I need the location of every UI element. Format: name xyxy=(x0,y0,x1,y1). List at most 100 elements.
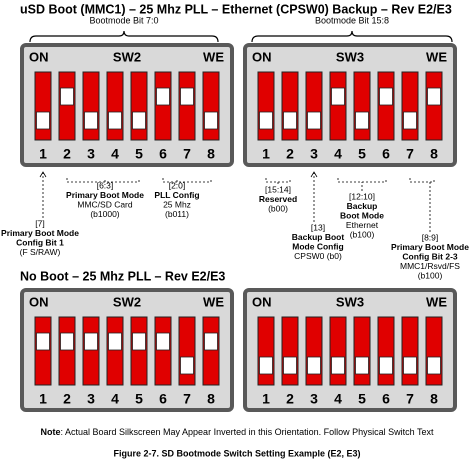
brace xyxy=(29,30,219,43)
we-label: WE xyxy=(203,49,224,64)
switch-slot xyxy=(305,71,323,141)
switch-knob xyxy=(108,332,122,351)
switch-number: 6 xyxy=(159,146,167,162)
switch-number: 4 xyxy=(334,146,342,162)
annotation-bracket xyxy=(66,178,140,183)
we-label: WE xyxy=(203,294,224,309)
switch-knob xyxy=(379,87,393,106)
switch-slot xyxy=(178,316,196,386)
note: Note: Actual Board Silkscreen May Appear… xyxy=(40,427,434,437)
switch-knob xyxy=(36,111,50,130)
switch-slot xyxy=(34,316,52,386)
switch-knob xyxy=(307,111,321,130)
we-label: WE xyxy=(426,49,447,64)
switch-slot xyxy=(34,71,52,141)
on-label: ON xyxy=(29,294,49,309)
switch-knob xyxy=(355,111,369,130)
switch-slot xyxy=(130,71,148,141)
switch-number: 7 xyxy=(183,391,191,407)
switch-number: 1 xyxy=(39,146,47,162)
switch-slot xyxy=(58,316,76,386)
brace-label: Bootmode Bit 15:8 xyxy=(315,15,389,25)
switch-number: 6 xyxy=(159,391,167,407)
annotation-line: Backup xyxy=(347,201,378,211)
switch-slot xyxy=(154,71,172,141)
switch-number: 7 xyxy=(406,146,414,162)
note-text: : Actual Board Silkscreen May Appear Inv… xyxy=(60,427,434,437)
switch-knob xyxy=(403,111,417,130)
switch-knob xyxy=(180,356,194,375)
annotation-line: Mode Config xyxy=(292,241,343,251)
switch-knob xyxy=(132,111,146,130)
switch-number: 6 xyxy=(382,146,390,162)
switch-number: 8 xyxy=(207,391,215,407)
switch-number: 3 xyxy=(87,146,95,162)
switch-name: SW3 xyxy=(336,294,364,309)
switch-slot xyxy=(425,316,443,386)
switch-number: 2 xyxy=(63,146,71,162)
switch-knob xyxy=(156,332,170,351)
annotation-line: 25 Mhz xyxy=(163,199,191,209)
switch-number: 5 xyxy=(358,146,366,162)
switch-slot xyxy=(82,71,100,141)
switch-number: 3 xyxy=(87,391,95,407)
switch-slot xyxy=(82,316,100,386)
switch-name: SW2 xyxy=(113,294,141,309)
switch-slot xyxy=(401,316,419,386)
switch-slot xyxy=(202,71,220,141)
switch-knob xyxy=(156,87,170,106)
switch-slot xyxy=(305,316,323,386)
brace-label: Bootmode Bit 7:0 xyxy=(89,15,158,25)
annotation-line: Backup Boot xyxy=(292,232,345,242)
switch-knob xyxy=(403,356,417,375)
annotation-line: (b00) xyxy=(268,203,288,213)
switch-number: 8 xyxy=(430,146,438,162)
annotation-line: MMC1/Rsvd/FS xyxy=(400,261,460,271)
switch-number: 7 xyxy=(406,391,414,407)
switch-number: 4 xyxy=(111,146,119,162)
switch-knob xyxy=(331,87,345,106)
switch-number: 3 xyxy=(310,391,318,407)
annotation-line: (F S/RAW) xyxy=(20,247,61,257)
annotation-line: [7] xyxy=(35,218,44,228)
annotation-line: PLL Config xyxy=(154,190,199,200)
switch-knob xyxy=(379,356,393,375)
section-title: No Boot – 25 Mhz PLL – Rev E2/E3 xyxy=(20,269,225,283)
annotation-bracket xyxy=(265,178,291,183)
annotation-line: CPSW0 (b0) xyxy=(294,251,342,261)
switch-slot xyxy=(281,71,299,141)
annotation-line: Primary Boot Mode xyxy=(391,242,469,252)
switch-knob xyxy=(180,87,194,106)
switch-number: 4 xyxy=(334,391,342,407)
note-label: Note xyxy=(40,427,60,437)
switch-name: SW2 xyxy=(113,49,141,64)
annotation-line: Ethernet xyxy=(346,220,379,230)
switch-number: 1 xyxy=(262,146,270,162)
arrow-head xyxy=(310,171,318,178)
switch-slot xyxy=(58,71,76,141)
annotation-line: [13] xyxy=(311,222,325,232)
switch-knob xyxy=(259,111,273,130)
annotation-line: MMC/SD Card xyxy=(77,199,133,209)
switch-number: 2 xyxy=(286,391,294,407)
on-label: ON xyxy=(29,49,49,64)
annotation-line: (b1000) xyxy=(90,209,119,219)
switch-slot xyxy=(281,316,299,386)
we-label: WE xyxy=(426,294,447,309)
annotation-line: [8:9] xyxy=(422,232,439,242)
switch-knob xyxy=(60,87,74,106)
annotation-line: [6:3] xyxy=(97,180,114,190)
switch-knob xyxy=(259,356,273,375)
switch-slot xyxy=(178,71,196,141)
switch-number: 2 xyxy=(286,146,294,162)
switch-slot xyxy=(353,316,371,386)
switch-name: SW3 xyxy=(336,49,364,64)
switch-slot xyxy=(377,71,395,141)
switch-number: 5 xyxy=(358,391,366,407)
switch-slot xyxy=(353,71,371,141)
switch-number: 4 xyxy=(111,391,119,407)
annotation-line: Config Bit 1 xyxy=(16,237,64,247)
annotation-line: Boot Mode xyxy=(340,210,384,220)
switch-slot xyxy=(425,71,443,141)
